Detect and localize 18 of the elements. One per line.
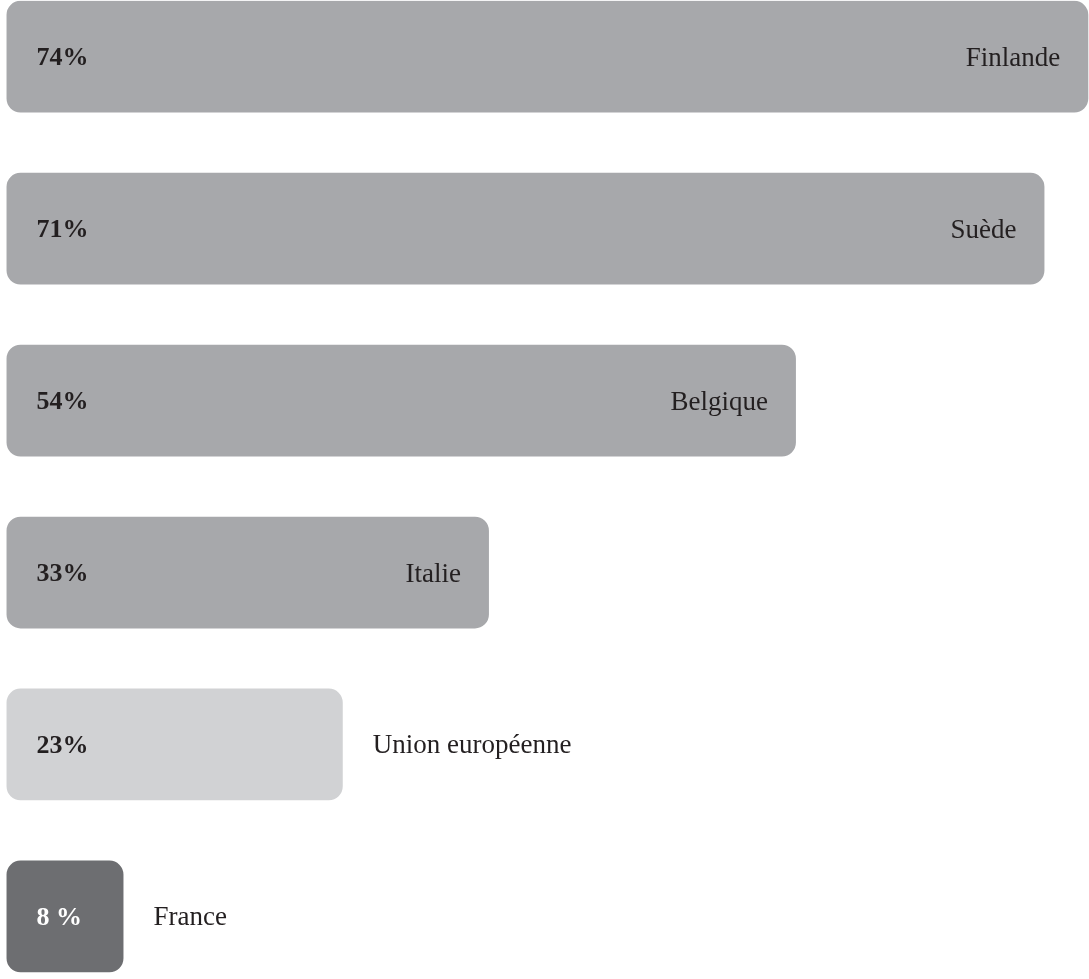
data-label: 8 % bbox=[36, 901, 83, 931]
y-tick-label: Finlande bbox=[965, 41, 1061, 72]
y-tick-label: Union européenne bbox=[372, 729, 572, 760]
y-tick-label: France bbox=[153, 901, 227, 932]
data-label: 33% bbox=[36, 558, 89, 588]
bar bbox=[6, 516, 489, 629]
bar bbox=[6, 344, 796, 457]
bar bbox=[6, 172, 1045, 285]
data-label: 71% bbox=[36, 214, 89, 244]
data-label: 54% bbox=[36, 386, 89, 416]
y-tick-label: Suède bbox=[950, 213, 1017, 244]
y-tick-label: Italie bbox=[405, 557, 461, 588]
bar bbox=[6, 688, 343, 801]
y-tick-label: Belgique bbox=[670, 385, 768, 416]
bar bbox=[6, 0, 1089, 113]
data-label: 74% bbox=[36, 42, 89, 72]
data-label: 23% bbox=[36, 729, 89, 759]
bar bbox=[6, 860, 124, 973]
